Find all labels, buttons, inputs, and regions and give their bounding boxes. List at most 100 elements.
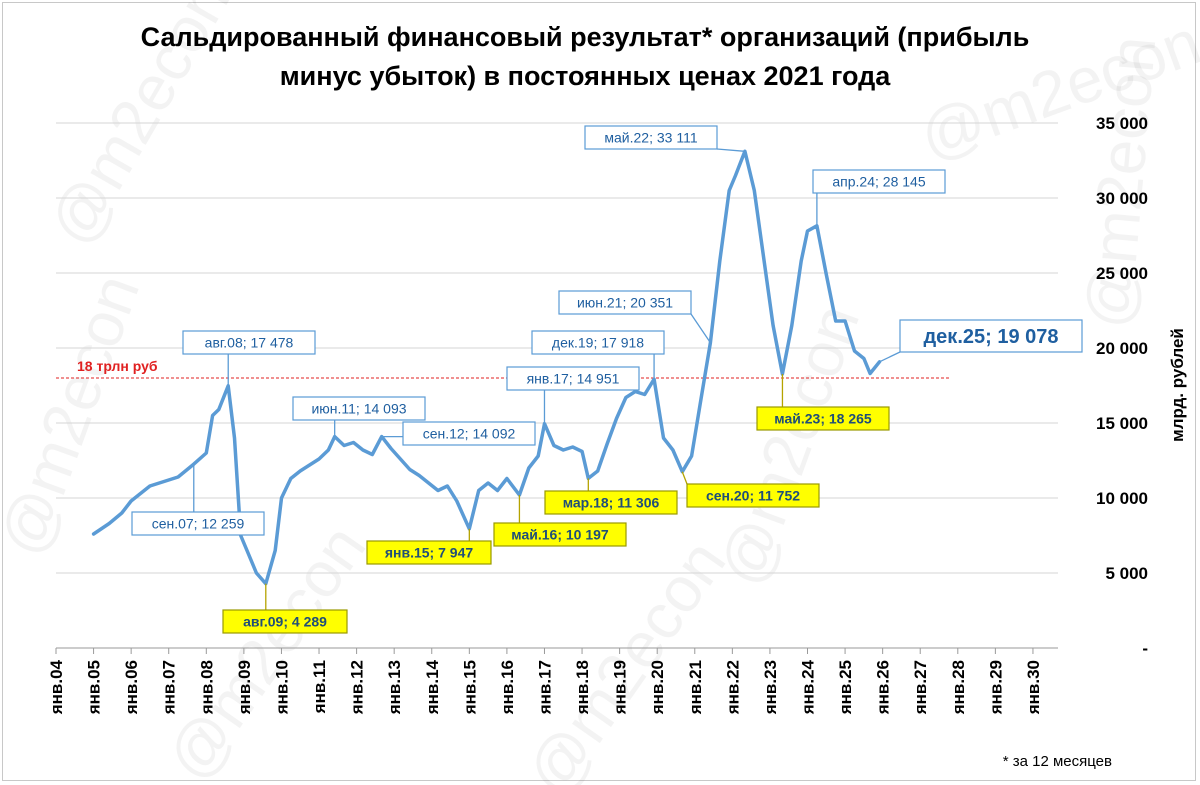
label-text: июн.21; 20 351 [577,295,673,311]
x-tick-label: янв.26 [874,660,893,715]
leader-line [690,313,711,344]
series-path [91,149,882,586]
chart-title-line-2: минус убыток) в постоянных ценах 2021 го… [280,61,892,91]
label-text: дек.25; 19 078 [923,326,1058,348]
label-text: май.23; 18 265 [774,411,872,427]
x-tick-label: янв.04 [47,659,66,715]
y-tick-label: 5 000 [1105,564,1148,583]
watermark-text: @m2econ [152,512,379,785]
leader-line [716,148,745,152]
label-box [531,330,665,355]
label-box [493,522,627,547]
data-label-2018-03: мар.18; 11 306 [544,478,678,515]
data-label-2019-12: дек.19; 17 918 [531,330,665,380]
x-tick-label: янв.14 [423,659,442,715]
data-label-2023-05: май.23; 18 265 [756,374,890,431]
x-tick-label: янв.21 [686,660,705,715]
data-label-2024-04: апр.24; 28 145 [812,169,946,226]
x-tick-label: янв.08 [197,660,216,715]
x-tick-label: янв.06 [122,660,141,715]
watermark-text: @m2econ [512,527,739,785]
data-label-2022-05: май.22; 33 111 [584,125,745,152]
data-label-2009-08: авг.09; 4 289 [222,583,348,634]
x-tick-label: янв.15 [460,660,479,715]
annotations: сен.07; 12 259 авг.08; 17 478 авг.09; 4 28… [131,125,1083,634]
data-label-2012-09: сен.12; 14 092 [381,421,536,446]
x-tick-label: янв.20 [648,660,667,715]
x-tick-label: янв.30 [1024,660,1043,715]
x-tick-label: янв.05 [85,660,104,715]
reference-line-label: 18 трлн руб [77,358,158,374]
label-text: май.16; 10 197 [511,527,609,543]
label-text: мар.18; 11 306 [563,495,660,511]
x-tick-label: янв.25 [836,660,855,715]
label-text: июн.11; 14 093 [311,401,406,417]
label-box [899,319,1083,353]
label-text: сен.07; 12 259 [152,516,245,532]
y-axis-label: млрд. рублей [1168,328,1187,442]
label-text: апр.24; 28 145 [832,174,925,190]
label-box [812,169,946,194]
x-tick-label: янв.18 [573,660,592,715]
label-text: авг.08; 17 478 [205,335,294,351]
y-tick-label: 25 000 [1096,264,1148,283]
data-label-2016-05: май.16; 10 197 [493,495,627,547]
data-label-2025-12: дек.25; 19 078 [879,319,1083,363]
x-tick-label: янв.17 [535,660,554,715]
label-box [366,540,492,565]
reference-line: 18 трлн руб [56,358,950,379]
data-label-2021-06: июн.21; 20 351 [558,290,711,344]
x-tick-label: янв.23 [761,660,780,715]
x-tick-label: янв.09 [235,660,254,715]
y-axis: - 5 000 10 000 15 000 20 000 25 000 30 000 35 0… [1096,114,1148,658]
x-tick-label: янв.16 [498,660,517,715]
x-tick-label: янв.24 [799,659,818,715]
label-box [558,290,692,315]
label-box [584,125,718,150]
label-text: сен.20; 11 752 [706,488,800,504]
watermark-text: @m2econ [0,265,153,565]
label-text: янв.15; 7 947 [385,545,473,561]
x-tick-label: янв.10 [272,660,291,715]
label-box [131,511,265,536]
y-tick-label: 20 000 [1096,339,1148,358]
x-tick-label: янв.19 [611,660,630,715]
data-label-2020-09: сен.20; 11 752 [681,471,820,508]
y-tick-label: 30 000 [1096,189,1148,208]
y-tick-label: 35 000 [1096,114,1148,133]
label-box [686,483,820,508]
data-label-2015-01: янв.15; 7 947 [366,528,492,565]
label-box [402,421,536,446]
series-line [91,149,882,586]
label-box [292,396,426,421]
x-axis: янв.04 янв.05 янв.06 янв.07 янв.08 янв.09 янв.… [47,648,1043,715]
label-box [506,366,640,391]
x-tick-label: янв.07 [160,660,179,715]
label-box [222,609,348,634]
label-text: дек.19; 17 918 [552,335,644,351]
label-text: сен.12; 14 092 [423,426,516,442]
label-box [182,330,316,355]
x-tick-label: янв.29 [986,660,1005,715]
x-tick-label: янв.27 [911,660,930,715]
data-label-2007-09: сен.07; 12 259 [131,464,265,536]
label-box [544,490,678,515]
data-label-2017-01: янв.17; 14 951 [506,366,640,424]
label-text: янв.17; 14 951 [527,371,620,387]
y-tick-label: - [1142,639,1148,658]
data-label-2008-08: авг.08; 17 478 [182,330,316,386]
data-label-2011-06: июн.11; 14 093 [292,396,426,437]
chart-title-line-1: Сальдированный финансовый результат* орг… [141,22,1030,52]
x-tick-label: янв.13 [385,660,404,715]
x-tick-label: янв.12 [348,660,367,715]
y-tick-label: 10 000 [1096,489,1148,508]
leader-line [879,351,901,363]
footnote: * за 12 месяцев [1003,753,1112,770]
x-tick-label: янв.22 [723,660,742,715]
leader-line [681,471,688,485]
label-text: май.22; 33 111 [604,130,697,146]
x-tick-label: янв.28 [949,660,968,715]
